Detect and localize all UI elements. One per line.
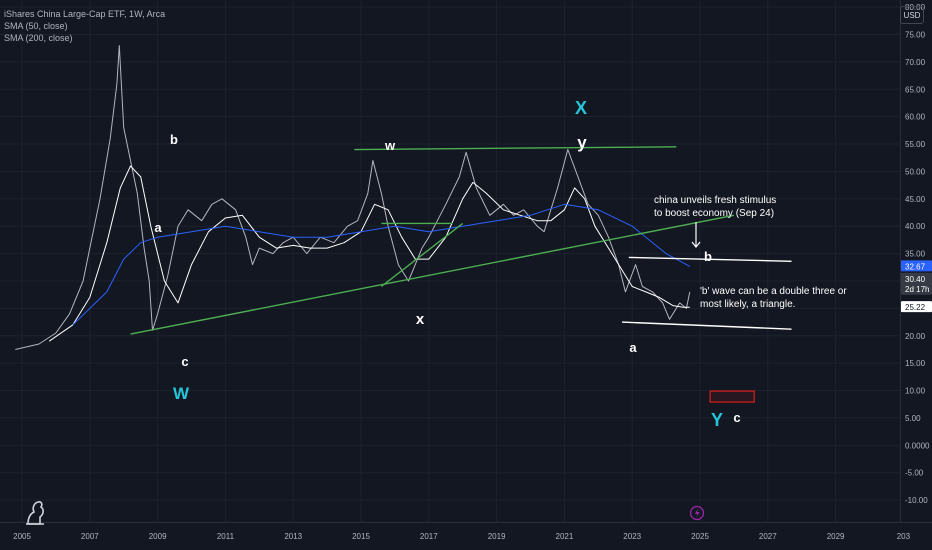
legend-sma50[interactable]: SMA (50, close) bbox=[4, 21, 68, 31]
x-tick-label: 2029 bbox=[827, 532, 845, 541]
price-tag-sma-background bbox=[901, 260, 932, 272]
y-tick-label: 70.00 bbox=[905, 58, 926, 67]
tradingview-logo-icon[interactable] bbox=[24, 500, 46, 526]
x-tick-label: 2007 bbox=[81, 532, 99, 541]
y-tick-label: -5.00 bbox=[905, 469, 924, 478]
y-tick-label: 5.00 bbox=[905, 414, 921, 423]
wave-label-b1: b bbox=[170, 132, 178, 147]
x-tick-label: 2011 bbox=[217, 532, 235, 541]
x-tick-label: 203 bbox=[897, 532, 911, 541]
series-layer bbox=[15, 45, 691, 350]
x-tick-label: 2023 bbox=[623, 532, 641, 541]
x-tick-label: 2017 bbox=[420, 532, 438, 541]
trendline-short-green[interactable] bbox=[380, 222, 464, 288]
drawings-layer[interactable] bbox=[130, 146, 792, 403]
wave-label-a1: a bbox=[154, 220, 162, 235]
x-tick-label: 2025 bbox=[691, 532, 709, 541]
wave-label-b2: b bbox=[704, 249, 712, 264]
stimulus-note: china unveils fresh stimulus to boost eco… bbox=[654, 195, 776, 219]
x-tick-label: 2027 bbox=[759, 532, 777, 541]
legend-symbol[interactable]: iShares China Large-Cap ETF, 1W, Arca bbox=[4, 9, 166, 19]
y-tick-label: 45.00 bbox=[905, 195, 926, 204]
chart-legend: iShares China Large-Cap ETF, 1W, Arca SM… bbox=[4, 8, 165, 44]
grid bbox=[0, 0, 904, 522]
price-tag-last-background bbox=[901, 272, 932, 295]
price-tag-last: 30.40 bbox=[905, 275, 926, 284]
wave-label-c2: c bbox=[733, 410, 740, 425]
wave-label-y: y bbox=[577, 133, 587, 152]
legend-sma200[interactable]: SMA (200, close) bbox=[4, 33, 73, 43]
annotations-layer: Wc a b w x Xy a b Y c china unveils fresh stimulus… bbox=[154, 98, 847, 430]
wave-label-a2: a bbox=[629, 340, 637, 355]
y-tick-label: 15.00 bbox=[905, 359, 926, 368]
y-tick-label: 60.00 bbox=[905, 113, 926, 122]
y-tick-label: 20.00 bbox=[905, 332, 926, 341]
trendline-top-green[interactable] bbox=[354, 146, 677, 151]
wave-label-W: W bbox=[173, 384, 190, 403]
x-tick-label: 2019 bbox=[488, 532, 506, 541]
x-axis[interactable]: 2005 2007 2009 2011 2013 2015 2017 2019 2021 2023… bbox=[0, 522, 932, 542]
triangle-lower-line[interactable] bbox=[622, 321, 792, 330]
economic-events-icon[interactable] bbox=[690, 505, 704, 521]
price-tag-sma-low-background bbox=[901, 301, 932, 313]
wave-label-Y: Y bbox=[711, 410, 723, 430]
price-tag-countdown: 2d 17h bbox=[905, 285, 929, 294]
price-tag-sma: 32.67 bbox=[905, 262, 926, 271]
triangle-upper-line[interactable] bbox=[628, 256, 792, 262]
wave-label-c1: c bbox=[181, 354, 188, 369]
y-tick-label: 10.00 bbox=[905, 387, 926, 396]
x-tick-label: 2009 bbox=[149, 532, 167, 541]
trendline-rising-green[interactable] bbox=[130, 214, 735, 335]
y-tick-label: 75.00 bbox=[905, 31, 926, 40]
wave-label-x: x bbox=[416, 311, 425, 328]
y-tick-label: 35.00 bbox=[905, 250, 926, 259]
y-tick-label: 65.00 bbox=[905, 85, 926, 94]
x-tick-label: 2013 bbox=[284, 532, 302, 541]
arrow-head-icon bbox=[691, 241, 701, 248]
y-tick-label: 55.00 bbox=[905, 140, 926, 149]
wave-label-w: w bbox=[384, 138, 396, 153]
y-tick-label: 40.00 bbox=[905, 222, 926, 231]
x-tick-label: 2005 bbox=[13, 532, 31, 541]
wave-label-X: X bbox=[575, 98, 587, 118]
sma200-series-line bbox=[72, 203, 691, 326]
price-tag-sma-low: 25.22 bbox=[905, 303, 926, 312]
y-tick-label: 80.00 bbox=[905, 3, 926, 12]
target-box[interactable] bbox=[709, 390, 755, 403]
x-tick-label: 2015 bbox=[352, 532, 370, 541]
currency-button[interactable]: USD bbox=[900, 6, 924, 24]
triangle-note: 'b' wave can be a double three or most li… bbox=[700, 286, 847, 310]
price-series-line bbox=[15, 45, 691, 350]
y-tick-label: -10.00 bbox=[905, 496, 928, 505]
y-tick-label: 50.00 bbox=[905, 167, 926, 176]
y-tick-label: 0.0000 bbox=[905, 441, 930, 450]
x-tick-label: 2021 bbox=[556, 532, 574, 541]
